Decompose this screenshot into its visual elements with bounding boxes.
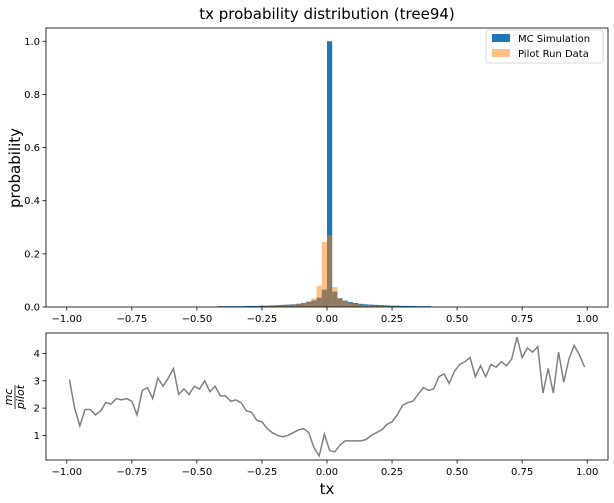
histogram-x-tick-label: 0.25 xyxy=(381,314,403,325)
histogram-y-tick-label: 0.6 xyxy=(24,143,40,154)
ratio-y-tick-label: 2 xyxy=(34,404,40,415)
histogram-x-tick-label: −0.50 xyxy=(182,314,213,325)
ratio-y-axis-label: mc pilot xyxy=(2,384,27,410)
bar-mc-37 xyxy=(410,305,416,307)
ratio-x-tick-label: 1.00 xyxy=(576,467,598,478)
histogram-y-tick-label: 1.0 xyxy=(24,37,40,48)
ratio-x-tick-label: −1.00 xyxy=(51,467,82,478)
bar-pilot-24 xyxy=(373,305,380,307)
bar-mc-36 xyxy=(405,305,411,307)
bar-mc-5 xyxy=(243,305,249,307)
ratio-x-ticks: −1.00 −0.75 −0.50 −0.25 0.00 0.25 0.50 0.75 1.00 xyxy=(51,460,598,478)
legend-swatch-pilot-run-data xyxy=(492,49,510,57)
ratio-x-tick-label: 0.00 xyxy=(316,467,338,478)
bar-mc-8 xyxy=(259,305,265,307)
histogram-y-ticks: 0.0 0.2 0.4 0.6 0.8 1.0 xyxy=(24,37,46,314)
legend-label-pilot-run-data: Pilot Run Data xyxy=(518,49,589,60)
ratio-y-label-denominator: pilot xyxy=(14,384,27,410)
histogram-bars xyxy=(217,41,432,307)
histogram-x-tick-label: 0.00 xyxy=(316,314,338,325)
ratio-y-tick-label: 1 xyxy=(34,431,40,442)
histogram-x-ticks: −1.00 −0.75 −0.50 −0.25 0.00 0.25 0.50 0.75 1.00 xyxy=(51,307,598,325)
bar-mc-21 xyxy=(327,41,333,307)
histogram-x-tick-label: 0.75 xyxy=(511,314,533,325)
ratio-panel: −1.00 −0.75 −0.50 −0.25 0.00 0.25 0.50 0.75 1.00… xyxy=(2,332,609,498)
ratio-line xyxy=(68,336,586,458)
legend-label-mc-simulation: MC Simulation xyxy=(518,34,590,45)
bar-pilot-20 xyxy=(353,303,359,307)
bar-pilot-11 xyxy=(306,301,312,307)
bar-pilot-10 xyxy=(300,302,307,307)
bar-pilot-23 xyxy=(368,305,374,307)
bar-pilot-21 xyxy=(358,304,364,307)
histogram-panel: tx probability distribution (tree94) −1.… xyxy=(6,5,609,325)
bar-pilot-17 xyxy=(337,298,343,307)
ratio-y-tick-label: 3 xyxy=(34,376,40,387)
bar-pilot-4 xyxy=(269,305,275,307)
chart-title: tx probability distribution (tree94) xyxy=(199,5,455,23)
bar-mc-6 xyxy=(248,305,255,307)
bar-pilot-14 xyxy=(321,241,327,307)
histogram-y-tick-label: 0.4 xyxy=(24,196,40,207)
bar-pilot-13 xyxy=(316,285,322,307)
histogram-x-tick-label: −1.00 xyxy=(51,314,82,325)
bar-pilot-12 xyxy=(311,298,317,307)
ratio-y-tick-label: 4 xyxy=(34,349,40,360)
histogram-y-tick-label: 0.0 xyxy=(24,303,40,314)
bar-mc-35 xyxy=(399,305,406,307)
ratio-x-tick-label: 0.25 xyxy=(381,467,403,478)
bar-pilot-7 xyxy=(285,305,291,307)
bar-pilot-25 xyxy=(379,305,385,307)
ratio-x-tick-label: 0.50 xyxy=(446,467,468,478)
legend-box xyxy=(485,29,604,64)
bar-pilot-19 xyxy=(347,302,354,307)
histogram-y-axis-label: probability xyxy=(6,128,24,208)
ratio-x-axis-label: tx xyxy=(320,480,335,498)
ratio-x-tick-label: 0.75 xyxy=(511,467,533,478)
bar-pilot-9 xyxy=(295,303,301,307)
histogram-x-tick-label: −0.25 xyxy=(247,314,278,325)
bar-mc-33 xyxy=(389,305,395,307)
legend-swatch-mc-simulation xyxy=(492,34,510,42)
histogram-x-tick-label: 1.00 xyxy=(576,314,598,325)
ratio-x-tick-label: −0.75 xyxy=(117,467,148,478)
bar-pilot-18 xyxy=(342,301,348,307)
ratio-x-tick-label: −0.25 xyxy=(247,467,278,478)
bar-pilot-6 xyxy=(280,305,286,307)
histogram-y-tick-label: 0.2 xyxy=(24,249,40,260)
bar-pilot-8 xyxy=(290,304,296,307)
bar-pilot-16 xyxy=(332,287,338,307)
bar-pilot-15 xyxy=(327,235,333,307)
ratio-y-label-numerator: mc xyxy=(2,389,15,406)
histogram-x-tick-label: 0.50 xyxy=(446,314,468,325)
ratio-y-ticks: 1 2 3 4 xyxy=(34,349,46,442)
bar-pilot-22 xyxy=(363,305,369,307)
histogram-y-tick-label: 0.8 xyxy=(24,90,40,101)
ratio-x-tick-label: −0.50 xyxy=(182,467,213,478)
legend: MC Simulation Pilot Run Data xyxy=(485,29,604,64)
bar-mc-34 xyxy=(394,305,400,307)
bar-pilot-5 xyxy=(274,305,281,307)
histogram-x-tick-label: −0.75 xyxy=(117,314,148,325)
